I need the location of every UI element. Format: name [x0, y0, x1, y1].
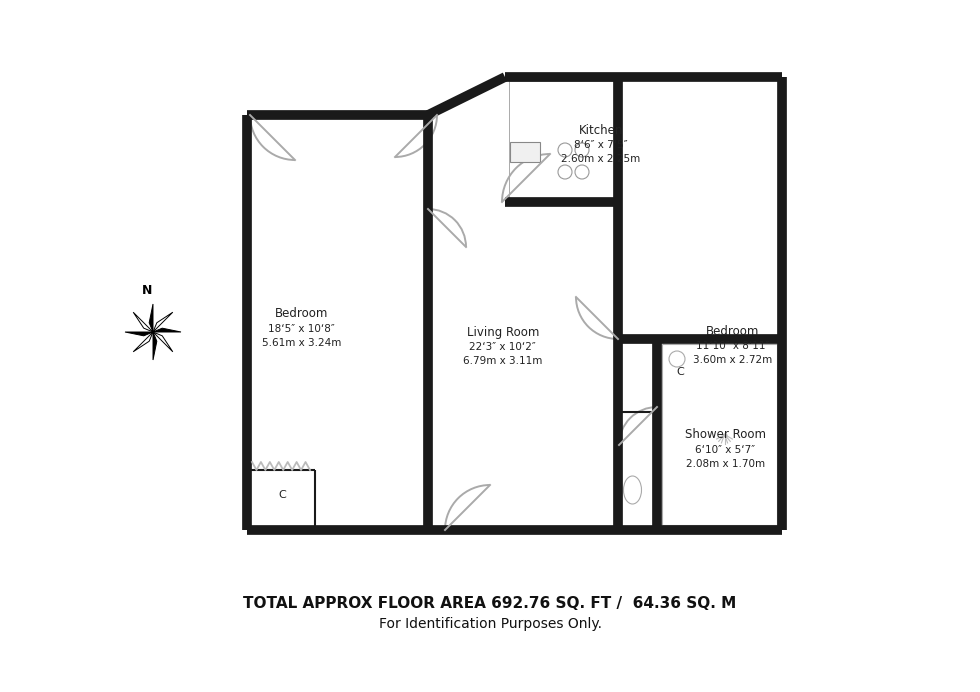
Text: 11‘10″ x 8‘11″: 11‘10″ x 8‘11″: [697, 341, 769, 351]
Text: 2.60m x 2.25m: 2.60m x 2.25m: [562, 154, 640, 165]
Text: Living Room: Living Room: [466, 326, 539, 339]
Bar: [509, 81, 614, 198]
Text: 22‘3″ x 10‘2″: 22‘3″ x 10‘2″: [469, 343, 536, 352]
Text: 3.60m x 2.72m: 3.60m x 2.72m: [694, 355, 772, 365]
Text: 2.08m x 1.70m: 2.08m x 1.70m: [686, 459, 764, 469]
Text: Bedroom: Bedroom: [275, 307, 328, 320]
Text: 6‘10″ x 5‘7″: 6‘10″ x 5‘7″: [695, 445, 756, 455]
Text: N: N: [142, 284, 152, 297]
Text: 5.61m x 3.24m: 5.61m x 3.24m: [263, 338, 341, 348]
Bar: [510, 142, 540, 162]
Polygon shape: [149, 304, 153, 332]
Text: For Identification Purposes Only.: For Identification Purposes Only.: [378, 617, 602, 631]
Text: Kitchen: Kitchen: [578, 124, 623, 137]
Text: C: C: [676, 367, 684, 377]
Polygon shape: [133, 312, 153, 332]
Polygon shape: [125, 332, 153, 336]
Polygon shape: [133, 332, 153, 352]
Text: Shower Room: Shower Room: [685, 428, 765, 441]
Text: Bedroom: Bedroom: [707, 325, 760, 338]
Bar: [662, 344, 777, 525]
Polygon shape: [153, 328, 181, 332]
Polygon shape: [153, 312, 172, 332]
Text: TOTAL APPROX FLOOR AREA 692.76 SQ. FT /  64.36 SQ. M: TOTAL APPROX FLOOR AREA 692.76 SQ. FT / …: [243, 597, 737, 612]
Text: 18‘5″ x 10‘8″: 18‘5″ x 10‘8″: [269, 324, 335, 334]
Text: 8‘6″ x 7‘5″: 8‘6″ x 7‘5″: [574, 140, 627, 150]
Text: C: C: [278, 490, 286, 500]
Text: 6.79m x 3.11m: 6.79m x 3.11m: [464, 356, 542, 367]
Polygon shape: [153, 332, 157, 360]
Polygon shape: [153, 332, 172, 352]
